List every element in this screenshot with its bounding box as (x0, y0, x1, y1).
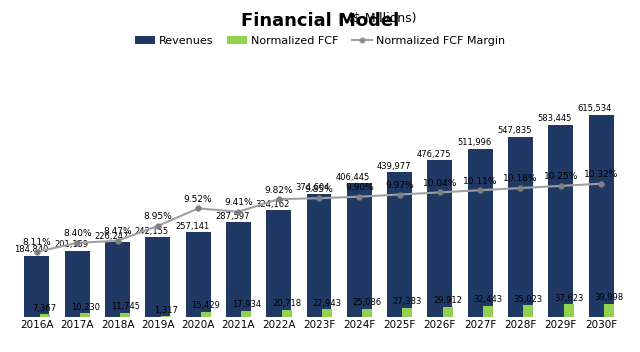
Normalized FCF Margin (74, 241, 81, 245)
Bar (241, 311, 252, 317)
Bar (604, 304, 614, 317)
Normalized FCF Margin (33, 250, 41, 254)
Bar (403, 308, 412, 317)
Normalized FCF Margin (275, 197, 282, 201)
Text: Financial Model: Financial Model (241, 12, 399, 30)
Line: Normalized FCF Margin: Normalized FCF Margin (35, 181, 604, 254)
Text: 10.04%: 10.04% (422, 179, 457, 188)
Bar (428, 160, 452, 317)
Text: 7,367: 7,367 (33, 304, 57, 313)
Bar (589, 115, 614, 317)
Text: 201,159: 201,159 (54, 240, 88, 249)
Text: 10.25%: 10.25% (543, 172, 578, 181)
Text: ($ Millions): ($ Millions) (224, 12, 416, 25)
Text: 9.52%: 9.52% (184, 195, 212, 204)
Text: 10.32%: 10.32% (584, 170, 618, 179)
Bar (483, 306, 493, 317)
Text: 9.82%: 9.82% (264, 186, 293, 195)
Bar (24, 256, 49, 317)
Bar (40, 314, 50, 317)
Text: 287,597: 287,597 (215, 212, 250, 221)
Bar (387, 172, 412, 317)
Text: 32,443: 32,443 (474, 295, 502, 304)
Text: 9.90%: 9.90% (345, 183, 374, 192)
Normalized FCF Margin (195, 206, 202, 210)
Bar (65, 251, 90, 317)
Text: 8.40%: 8.40% (63, 229, 92, 238)
Text: 8.11%: 8.11% (22, 238, 51, 247)
Normalized FCF Margin (597, 182, 605, 186)
Text: 10.11%: 10.11% (463, 177, 497, 186)
Bar (524, 305, 533, 317)
Normalized FCF Margin (355, 195, 363, 199)
Text: 8.95%: 8.95% (143, 212, 172, 221)
Text: 9.41%: 9.41% (224, 198, 253, 207)
Text: 15,429: 15,429 (191, 301, 220, 310)
Text: 184,840: 184,840 (13, 245, 48, 254)
Normalized FCF Margin (557, 184, 564, 188)
Bar (347, 183, 372, 317)
Normalized FCF Margin (235, 210, 243, 214)
Text: 17,934: 17,934 (232, 300, 261, 309)
Text: 22,943: 22,943 (312, 298, 341, 308)
Bar (105, 243, 130, 317)
Text: 9.85%: 9.85% (305, 184, 333, 194)
Bar (266, 210, 291, 317)
Text: 257,141: 257,141 (175, 222, 209, 231)
Text: 439,977: 439,977 (376, 162, 411, 171)
Bar (282, 310, 292, 317)
Text: 374,604: 374,604 (296, 183, 330, 192)
Bar (201, 312, 211, 317)
Normalized FCF Margin (476, 188, 484, 192)
Text: 20,718: 20,718 (272, 299, 301, 308)
Bar (564, 304, 573, 317)
Normalized FCF Margin (396, 193, 403, 197)
Legend: Revenues, Normalized FCF, Normalized FCF Margin: Revenues, Normalized FCF, Normalized FCF… (130, 32, 510, 50)
Bar (80, 313, 90, 317)
Text: 615,534: 615,534 (578, 104, 612, 113)
Text: 324,162: 324,162 (255, 200, 290, 209)
Bar (307, 194, 332, 317)
Text: 25,086: 25,086 (353, 298, 381, 307)
Normalized FCF Margin (154, 224, 162, 228)
Text: 583,445: 583,445 (538, 114, 572, 124)
Text: 10,230: 10,230 (70, 303, 100, 312)
Text: 547,835: 547,835 (497, 126, 532, 135)
Text: 406,445: 406,445 (336, 172, 371, 182)
Text: 37,623: 37,623 (554, 294, 583, 303)
Bar (362, 309, 372, 317)
Bar (120, 313, 131, 317)
Text: 35,023: 35,023 (514, 295, 543, 304)
Text: 29,912: 29,912 (433, 296, 462, 305)
Text: 10.18%: 10.18% (503, 175, 538, 183)
Text: 1,317: 1,317 (154, 306, 178, 315)
Text: 9.97%: 9.97% (385, 181, 414, 190)
Bar (468, 149, 493, 317)
Text: 11,745: 11,745 (111, 302, 140, 311)
Bar (226, 222, 251, 317)
Text: 476,275: 476,275 (417, 150, 451, 159)
Normalized FCF Margin (436, 190, 444, 194)
Normalized FCF Margin (315, 196, 323, 200)
Bar (548, 125, 573, 317)
Bar (443, 307, 452, 317)
Bar (145, 237, 170, 317)
Text: 511,996: 511,996 (457, 138, 492, 147)
Bar (186, 232, 211, 317)
Bar (322, 309, 332, 317)
Text: 226,247: 226,247 (94, 232, 129, 241)
Normalized FCF Margin (516, 186, 524, 190)
Text: 27,383: 27,383 (393, 297, 422, 306)
Normalized FCF Margin (114, 239, 122, 243)
Text: 8.47%: 8.47% (103, 227, 132, 236)
Text: 242,155: 242,155 (135, 227, 169, 235)
Text: 39,998: 39,998 (595, 293, 623, 302)
Bar (161, 316, 171, 317)
Bar (508, 137, 533, 317)
